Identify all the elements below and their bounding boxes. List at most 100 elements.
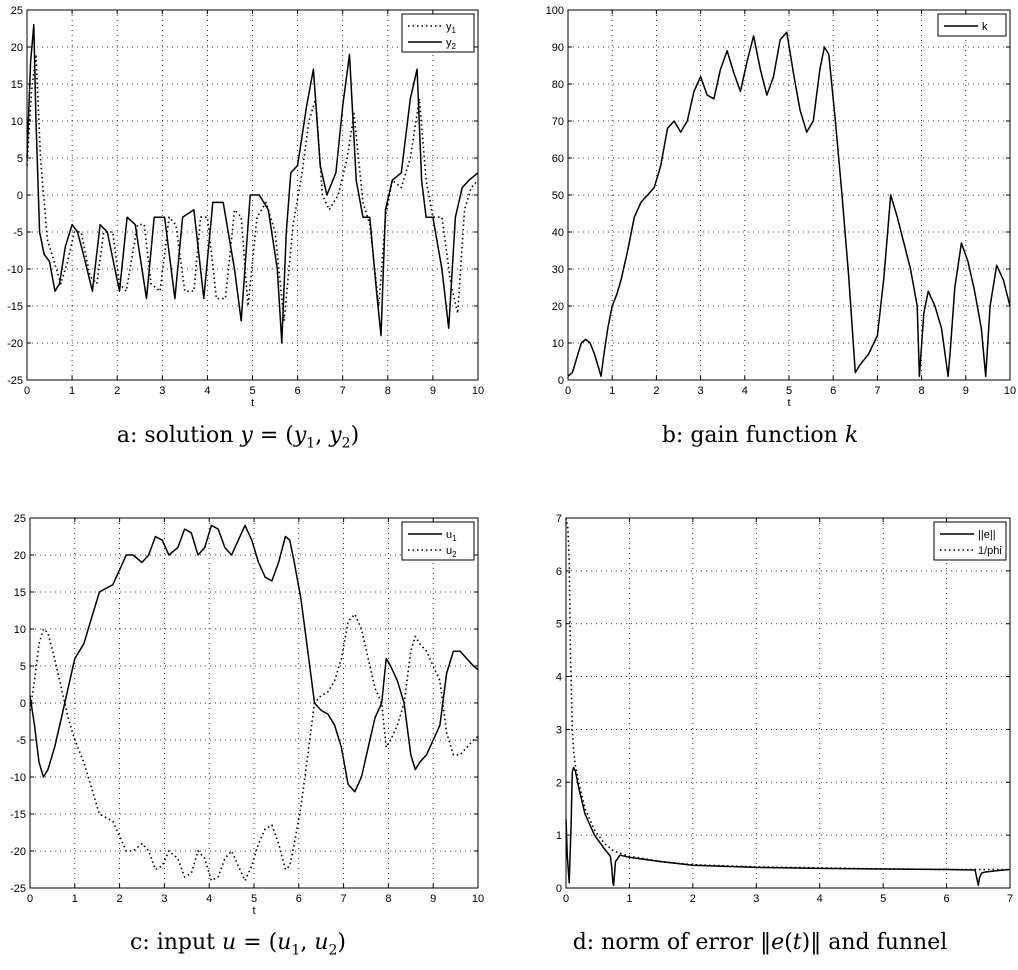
x-tick-label: 3 [161,893,167,905]
y-tick-label: 0 [20,698,26,710]
x-tick-label: 5 [786,385,792,397]
chart-a: 0 1 2 3 4 5 6 7 8 9 10 -25 -20 -15 -10 -5 0 5 10 15 20 25 t y1 y… [7,5,484,409]
caption-d-suffix: and funnel [828,930,948,955]
series-line-u1 [29,524,479,793]
caption-b-text: b: gain function [661,423,838,448]
x-tick-label: 2 [653,385,659,397]
y-tick-label: -5 [16,735,26,747]
y-tick-label: 15 [11,79,23,91]
y-tick-label: -5 [13,227,23,239]
x-tick-label: 2 [114,385,120,397]
y-tick-label: 2 [556,777,562,789]
caption-b-math: k [844,423,859,448]
x-tick-label: 5 [251,893,257,905]
caption-a: a: solution y = (y1, y2) [116,423,360,452]
x-tick-label: 1 [72,893,78,905]
y-tick-label: -15 [10,809,26,821]
y-tick-label: 70 [552,116,564,128]
x-tick-label: 9 [963,385,969,397]
series-line-e [565,766,1011,887]
legend-label: k [982,21,988,33]
y-tick-label: 60 [552,153,564,165]
x-tick-label: 10 [472,385,484,397]
y-tick-label: 30 [552,264,564,276]
x-tick-label: 1 [69,385,75,397]
y-tick-label: 25 [11,5,23,17]
legend-box [401,13,475,53]
y-tick-label: 20 [14,550,26,562]
y-tick-label: -10 [10,772,26,784]
legend-label: 1/phi [978,545,1002,557]
x-tick-label: 1 [626,893,632,905]
y-tick-label: 7 [556,513,562,525]
y-tick-label: -20 [7,338,23,350]
series-line-y1 [26,53,479,322]
y-tick-label: 5 [556,619,562,631]
x-axis-label: t [787,397,790,409]
x-tick-label: 6 [295,385,301,397]
chart-c: 0 1 2 3 4 5 6 7 8 9 10 -25 -20 -15 -10 -5 0 5 10 15 20 25 t u1 u… [10,513,484,917]
x-tick-label: 7 [874,385,880,397]
y-tick-label: 4 [556,672,562,684]
x-tick-label: 1 [609,385,615,397]
y-tick-label: 20 [552,301,564,313]
legend-label: u2 [446,545,457,559]
legend-label: y1 [446,21,457,35]
x-tick-label: 5 [249,385,255,397]
legend-label: ||e|| [978,529,996,541]
y-tick-label: 100 [546,5,564,17]
x-tick-label: 3 [753,893,759,905]
y-tick-label: 5 [17,153,23,165]
x-tick-label: 3 [159,385,165,397]
x-axis-label: t [252,905,255,917]
x-tick-label: 2 [117,893,123,905]
caption-a-math: y [240,423,253,448]
x-tick-label: 10 [472,893,484,905]
x-tick-label: 7 [341,893,347,905]
y-tick-label: 10 [11,116,23,128]
y-tick-label: 5 [20,661,26,673]
caption-d: d: norm of error ‖e(t)‖ and funnel [572,930,948,955]
y-tick-label: 0 [556,883,562,895]
series-line-y2 [26,24,479,344]
y-tick-label: 3 [556,724,562,736]
x-tick-label: 10 [1004,385,1016,397]
y-tick-label: 0 [17,190,23,202]
y-tick-label: 1 [556,830,562,842]
x-tick-label: 8 [385,385,391,397]
y-tick-label: 90 [552,42,564,54]
plot-frame [565,517,1011,889]
series-line-k [567,31,1011,378]
caption-b: b: gain function k [662,423,858,448]
x-tick-label: 6 [830,385,836,397]
caption-a-text: a: solution [116,423,234,448]
legend-label: y2 [446,37,457,51]
x-tick-label: 0 [24,385,30,397]
x-axis-label: t [251,397,254,409]
legend-box [401,521,475,561]
y-tick-label: 10 [552,338,564,350]
legend-label: u1 [446,529,457,543]
x-tick-label: 9 [430,893,436,905]
y-tick-label: 6 [556,566,562,578]
y-tick-label: -10 [7,264,23,276]
x-tick-label: 8 [385,893,391,905]
caption-c-math: u [222,930,237,955]
series-line-1phi [565,517,1010,871]
x-tick-label: 0 [563,893,569,905]
x-tick-label: 4 [742,385,748,397]
x-tick-label: 4 [204,385,210,397]
y-tick-label: 15 [14,587,26,599]
x-tick-label: 9 [430,385,436,397]
x-tick-label: 4 [206,893,212,905]
caption-d-text: d: norm of error [572,930,754,955]
legend-box [933,521,1007,561]
y-tick-label: -25 [7,375,23,387]
y-tick-label: 50 [552,190,564,202]
x-tick-label: 6 [296,893,302,905]
y-tick-label: -25 [10,883,26,895]
x-tick-label: 7 [340,385,346,397]
legend-box [937,13,1007,37]
